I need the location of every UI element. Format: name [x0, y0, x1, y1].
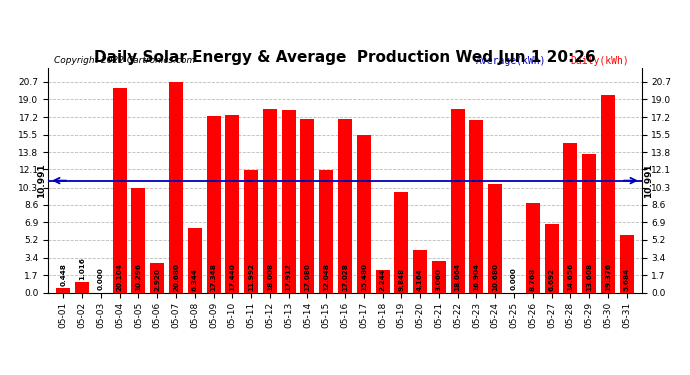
Text: 12.048: 12.048	[323, 263, 329, 291]
Text: 20.680: 20.680	[173, 263, 179, 291]
Text: 3.060: 3.060	[436, 268, 442, 291]
Bar	[375, 270, 390, 292]
Bar	[563, 143, 578, 292]
Bar	[112, 88, 127, 292]
Bar	[169, 82, 183, 292]
Bar	[206, 116, 221, 292]
Bar	[394, 192, 408, 292]
Bar	[263, 109, 277, 292]
Text: Copyright 2022 Cartronics.com: Copyright 2022 Cartronics.com	[55, 56, 195, 65]
Bar	[489, 184, 502, 292]
Bar	[57, 288, 70, 292]
Bar	[150, 263, 164, 292]
Bar	[226, 115, 239, 292]
Bar	[300, 118, 315, 292]
Bar	[75, 282, 89, 292]
Text: 2.244: 2.244	[380, 268, 386, 291]
Text: 10.991: 10.991	[37, 163, 46, 198]
Text: 13.608: 13.608	[586, 263, 592, 291]
Text: 0.000: 0.000	[511, 268, 517, 291]
Text: 6.692: 6.692	[549, 268, 555, 291]
Text: 6.344: 6.344	[192, 268, 198, 291]
Text: 2.920: 2.920	[155, 268, 160, 291]
Text: 18.064: 18.064	[455, 263, 461, 291]
Bar	[131, 188, 146, 292]
Bar	[357, 135, 371, 292]
Text: 18.008: 18.008	[267, 263, 273, 291]
Bar	[544, 224, 559, 292]
Bar	[620, 235, 633, 292]
Bar	[451, 109, 464, 292]
Text: Average(kWh): Average(kWh)	[475, 56, 546, 66]
Text: 17.912: 17.912	[286, 263, 292, 291]
Title: Daily Solar Energy & Average  Production Wed Jun 1 20:26: Daily Solar Energy & Average Production …	[94, 50, 596, 65]
Text: 5.684: 5.684	[624, 268, 630, 291]
Bar	[188, 228, 201, 292]
Bar	[319, 170, 333, 292]
Bar	[582, 154, 596, 292]
Bar	[282, 110, 296, 292]
Text: 10.991: 10.991	[644, 163, 653, 198]
Text: 8.768: 8.768	[530, 268, 535, 291]
Text: 14.656: 14.656	[567, 263, 573, 291]
Text: 17.348: 17.348	[210, 263, 217, 291]
Bar	[526, 203, 540, 292]
Text: 1.016: 1.016	[79, 257, 85, 280]
Bar	[469, 120, 484, 292]
Text: 17.028: 17.028	[342, 263, 348, 291]
Text: 17.080: 17.080	[304, 263, 310, 291]
Text: 17.440: 17.440	[229, 263, 235, 291]
Text: 19.376: 19.376	[605, 263, 611, 291]
Text: 15.480: 15.480	[361, 263, 367, 291]
Bar	[432, 261, 446, 292]
Text: 10.296: 10.296	[135, 263, 141, 291]
Bar	[413, 250, 427, 292]
Bar	[244, 170, 258, 292]
Bar	[601, 95, 615, 292]
Text: 9.848: 9.848	[398, 268, 404, 291]
Text: 0.448: 0.448	[60, 263, 66, 286]
Text: Daily(kWh): Daily(kWh)	[571, 56, 629, 66]
Text: 10.680: 10.680	[492, 263, 498, 291]
Text: 4.164: 4.164	[417, 268, 423, 291]
Text: 0.000: 0.000	[98, 268, 104, 291]
Text: 20.104: 20.104	[117, 263, 123, 291]
Text: 16.904: 16.904	[473, 263, 480, 291]
Bar	[338, 119, 352, 292]
Text: 11.992: 11.992	[248, 263, 254, 291]
